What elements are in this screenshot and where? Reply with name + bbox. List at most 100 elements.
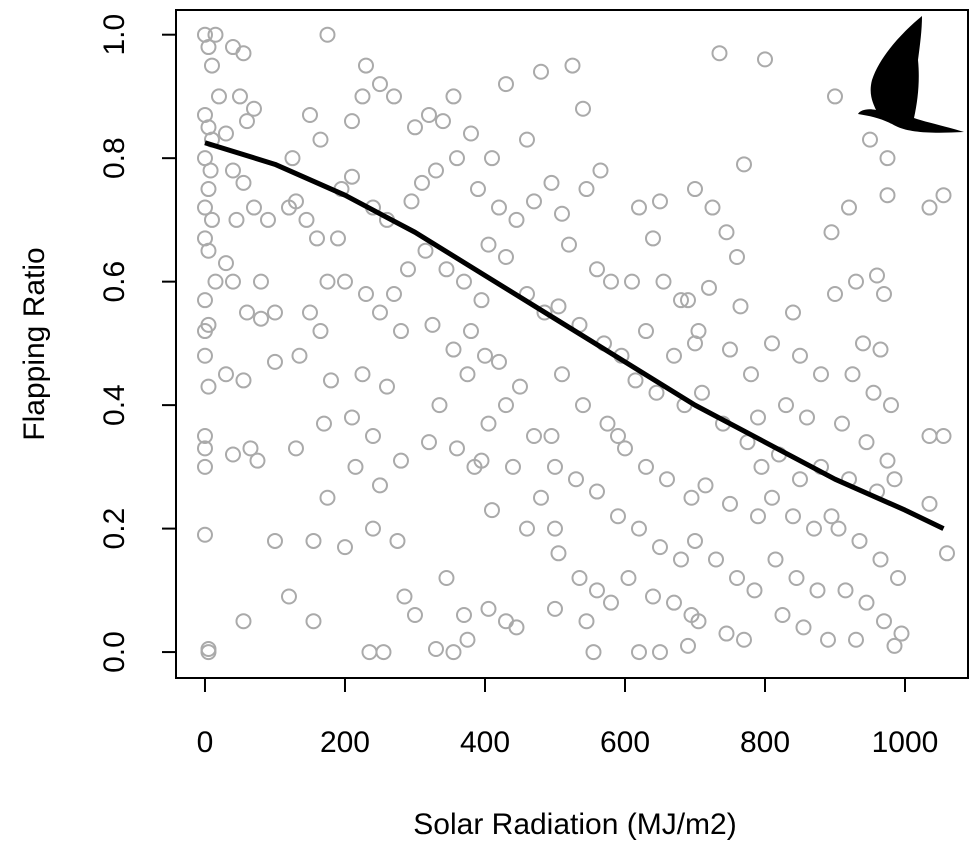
point	[592, 162, 609, 179]
point	[788, 569, 805, 586]
bird-icon	[858, 16, 964, 133]
point	[602, 273, 619, 290]
point	[389, 532, 406, 549]
point	[322, 372, 339, 389]
point	[574, 100, 591, 117]
point	[392, 323, 409, 340]
point	[438, 569, 455, 586]
y-tick-label: 0.8	[98, 137, 131, 179]
point	[354, 88, 371, 105]
point	[511, 378, 528, 395]
point	[679, 292, 696, 309]
point	[259, 211, 276, 228]
point	[686, 532, 703, 549]
point	[826, 88, 843, 105]
point	[455, 607, 472, 624]
point	[196, 347, 213, 364]
point	[879, 187, 896, 204]
point	[224, 39, 241, 56]
point	[567, 471, 584, 488]
point	[406, 119, 423, 136]
point	[746, 582, 763, 599]
point	[858, 434, 875, 451]
point	[784, 304, 801, 321]
point	[301, 106, 318, 123]
point	[585, 644, 602, 661]
point	[508, 211, 525, 228]
point	[574, 397, 591, 414]
point	[207, 273, 224, 290]
point	[546, 520, 563, 537]
point	[767, 551, 784, 568]
point	[588, 582, 605, 599]
point	[935, 187, 952, 204]
point	[438, 261, 455, 278]
point	[718, 224, 735, 241]
point	[203, 211, 220, 228]
point	[872, 341, 889, 358]
point	[795, 619, 812, 636]
point	[882, 397, 899, 414]
point	[413, 174, 430, 191]
point	[546, 600, 563, 617]
point	[784, 508, 801, 525]
point	[840, 199, 857, 216]
point	[588, 483, 605, 500]
point	[564, 57, 581, 74]
point	[371, 76, 388, 93]
point	[704, 199, 721, 216]
x-tick-label: 200	[320, 726, 370, 759]
point	[196, 323, 213, 340]
point	[763, 335, 780, 352]
point	[823, 508, 840, 525]
point	[735, 156, 752, 173]
point	[851, 532, 868, 549]
point	[448, 440, 465, 457]
point	[483, 502, 500, 519]
point	[847, 273, 864, 290]
point	[224, 273, 241, 290]
point	[543, 427, 560, 444]
point	[455, 273, 472, 290]
point	[469, 181, 486, 198]
point	[445, 644, 462, 661]
point	[658, 471, 675, 488]
point	[235, 174, 252, 191]
point	[361, 644, 378, 661]
point	[266, 304, 283, 321]
point	[406, 607, 423, 624]
point	[861, 131, 878, 148]
point	[291, 347, 308, 364]
point	[753, 458, 770, 475]
point	[385, 88, 402, 105]
point	[308, 230, 325, 247]
point	[396, 588, 413, 605]
point	[315, 415, 332, 432]
point	[280, 588, 297, 605]
point	[630, 644, 647, 661]
point	[532, 489, 549, 506]
point	[196, 458, 213, 475]
point	[200, 242, 217, 259]
point	[553, 205, 570, 222]
point	[217, 255, 234, 272]
point	[732, 298, 749, 315]
point	[235, 372, 252, 389]
point	[672, 551, 689, 568]
point	[648, 384, 665, 401]
point	[242, 440, 259, 457]
point	[665, 594, 682, 611]
y-axis-title: Flapping Ratio	[18, 247, 51, 440]
point	[588, 261, 605, 278]
point	[459, 366, 476, 383]
point	[476, 347, 493, 364]
point	[210, 88, 227, 105]
point	[490, 199, 507, 216]
point	[616, 440, 633, 457]
point	[196, 526, 213, 543]
point	[312, 323, 329, 340]
y-tick-label: 0.4	[98, 384, 131, 426]
point	[718, 625, 735, 642]
point	[711, 45, 728, 62]
point	[679, 637, 696, 654]
